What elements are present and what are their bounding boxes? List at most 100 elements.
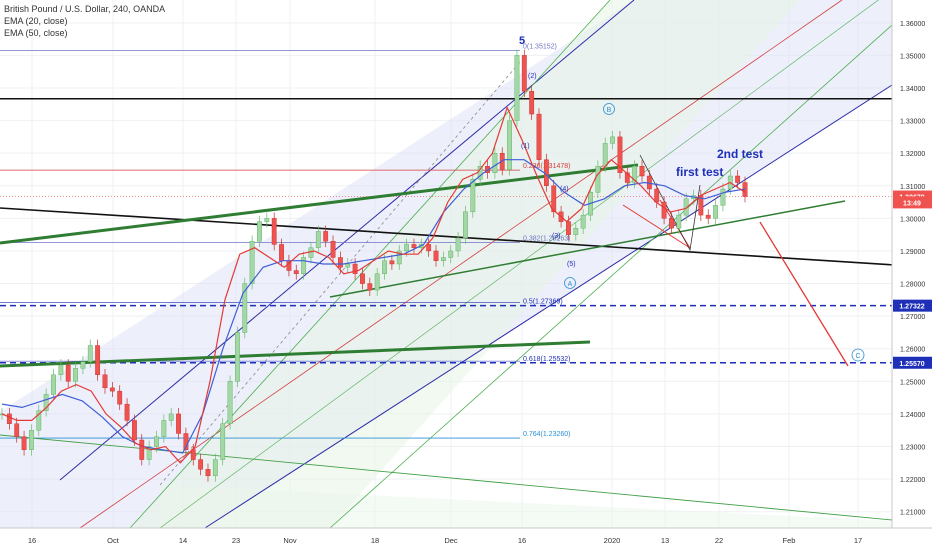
price-axis[interactable]: 1.36000 1.35000 1.34000 1.33000 1.32000 1.310… <box>891 0 932 550</box>
candle-body <box>279 244 284 261</box>
price-axis-background <box>892 0 932 550</box>
channel-lines <box>59 0 893 529</box>
chart-legend: British Pound / U.S. Dollar, 240, OANDA … <box>4 3 165 39</box>
x-tick-label: 13 <box>661 536 669 545</box>
candle-body <box>632 166 638 183</box>
y-tick-label: 1.27000 <box>900 314 925 321</box>
candle-body <box>168 413 174 421</box>
candle-body <box>154 436 159 447</box>
y-tick-label: 1.28000 <box>900 282 925 289</box>
candle-body <box>161 420 167 437</box>
wave-label-1: (1) <box>521 143 530 150</box>
green-support-line[interactable] <box>329 200 846 298</box>
x-tick-label: 18 <box>371 536 379 545</box>
second-test-label: 2nd test <box>717 147 763 161</box>
candle-body <box>212 459 218 477</box>
candle-body <box>257 221 262 242</box>
candle-body <box>360 273 365 284</box>
candle-body <box>720 188 726 206</box>
candle-body <box>43 394 49 411</box>
candle-body <box>271 218 277 245</box>
candle-body <box>566 221 571 235</box>
green-thick-trendline-upper[interactable] <box>0 163 639 245</box>
candle-body <box>426 244 432 252</box>
candle-body <box>345 263 351 268</box>
candle-body <box>404 244 410 252</box>
level-label: 0(1.35152) <box>523 44 557 51</box>
candle-body <box>639 166 645 177</box>
candle-body <box>21 436 27 450</box>
y-tick-label: 1.36000 <box>900 21 925 28</box>
candle-body <box>235 332 240 382</box>
level-label: 0.5(1.27369) <box>523 299 563 306</box>
candle-body <box>735 175 741 183</box>
wave-label-3: (3) <box>552 233 561 240</box>
x-tick-label: 22 <box>715 536 723 545</box>
candle-body <box>705 214 711 219</box>
wave-label-4: (4) <box>560 186 569 193</box>
y-tick-label: 1.22000 <box>900 477 925 484</box>
candle-body <box>190 449 196 460</box>
y-tick-label: 1.34000 <box>900 86 925 93</box>
channel-fills <box>0 0 892 528</box>
candle-body <box>713 205 718 219</box>
candle-body <box>205 469 211 477</box>
candle-body <box>507 120 512 170</box>
candle-body <box>6 413 12 424</box>
candle-body <box>176 413 181 434</box>
first-test-label: first test <box>676 165 723 179</box>
median-red-line <box>79 0 843 529</box>
green-fork-lower <box>329 24 893 529</box>
candle-body <box>433 250 439 261</box>
candle-body <box>109 387 115 392</box>
candle-body <box>536 113 542 160</box>
wave-label-b: B <box>607 107 612 114</box>
candle-body <box>58 364 64 376</box>
candle-body <box>198 459 204 470</box>
y-tick-label: 1.26000 <box>900 347 925 354</box>
candle-body <box>315 231 321 248</box>
wave-label-c: C <box>855 353 860 360</box>
candle-body <box>602 143 608 167</box>
y-tick-label: 1.33000 <box>900 119 925 126</box>
y-tick-label: 1.29000 <box>900 249 925 256</box>
candle-body <box>463 211 468 239</box>
candle-body <box>411 244 417 248</box>
candle-body <box>330 240 336 258</box>
x-tick-label: Dec <box>444 536 458 545</box>
y-tick-label: 1.31000 <box>900 184 925 191</box>
candle-body <box>102 374 108 389</box>
wave-circle-a <box>564 277 576 289</box>
candle-body <box>396 250 402 265</box>
candle-body <box>73 368 78 382</box>
x-tick-label: Feb <box>783 536 796 545</box>
candle-body <box>669 218 674 229</box>
green-channel-fill <box>130 0 800 528</box>
candle-body <box>654 188 660 203</box>
trend-lines <box>0 154 896 521</box>
wave-label-a: A <box>568 281 573 288</box>
x-tick-label: Oct <box>107 536 120 545</box>
candle-body <box>529 91 535 115</box>
wave-label-5: 5 <box>519 35 525 47</box>
candle-body <box>470 179 476 213</box>
y-tick-label: 1.25000 <box>900 379 925 386</box>
black-descending-trendline[interactable] <box>0 207 896 266</box>
indicator-ema50: EMA (50, close) <box>4 28 68 38</box>
candle-body <box>676 214 682 229</box>
symbol-title: British Pound / U.S. Dollar, 240, OANDA <box>4 4 166 14</box>
x-tick-label: 2020 <box>604 536 621 545</box>
y-tick-label: 1.21000 <box>900 510 925 517</box>
level-label: 0.618(1.25532) <box>523 356 570 363</box>
candle-body <box>264 218 270 222</box>
wave-label-5-minor: (5) <box>567 261 576 268</box>
time-axis[interactable]: 16 Oct 14 23 Nov 18 Dec 16 2020 13 22 Feb 17 <box>0 527 932 545</box>
candle-body <box>242 283 248 333</box>
candle-body <box>367 283 373 291</box>
candle-body <box>249 240 255 284</box>
x-tick-label: 16 <box>28 536 36 545</box>
candle-body <box>29 430 34 450</box>
lower-right-fill <box>160 485 892 528</box>
candle-body <box>95 345 101 376</box>
